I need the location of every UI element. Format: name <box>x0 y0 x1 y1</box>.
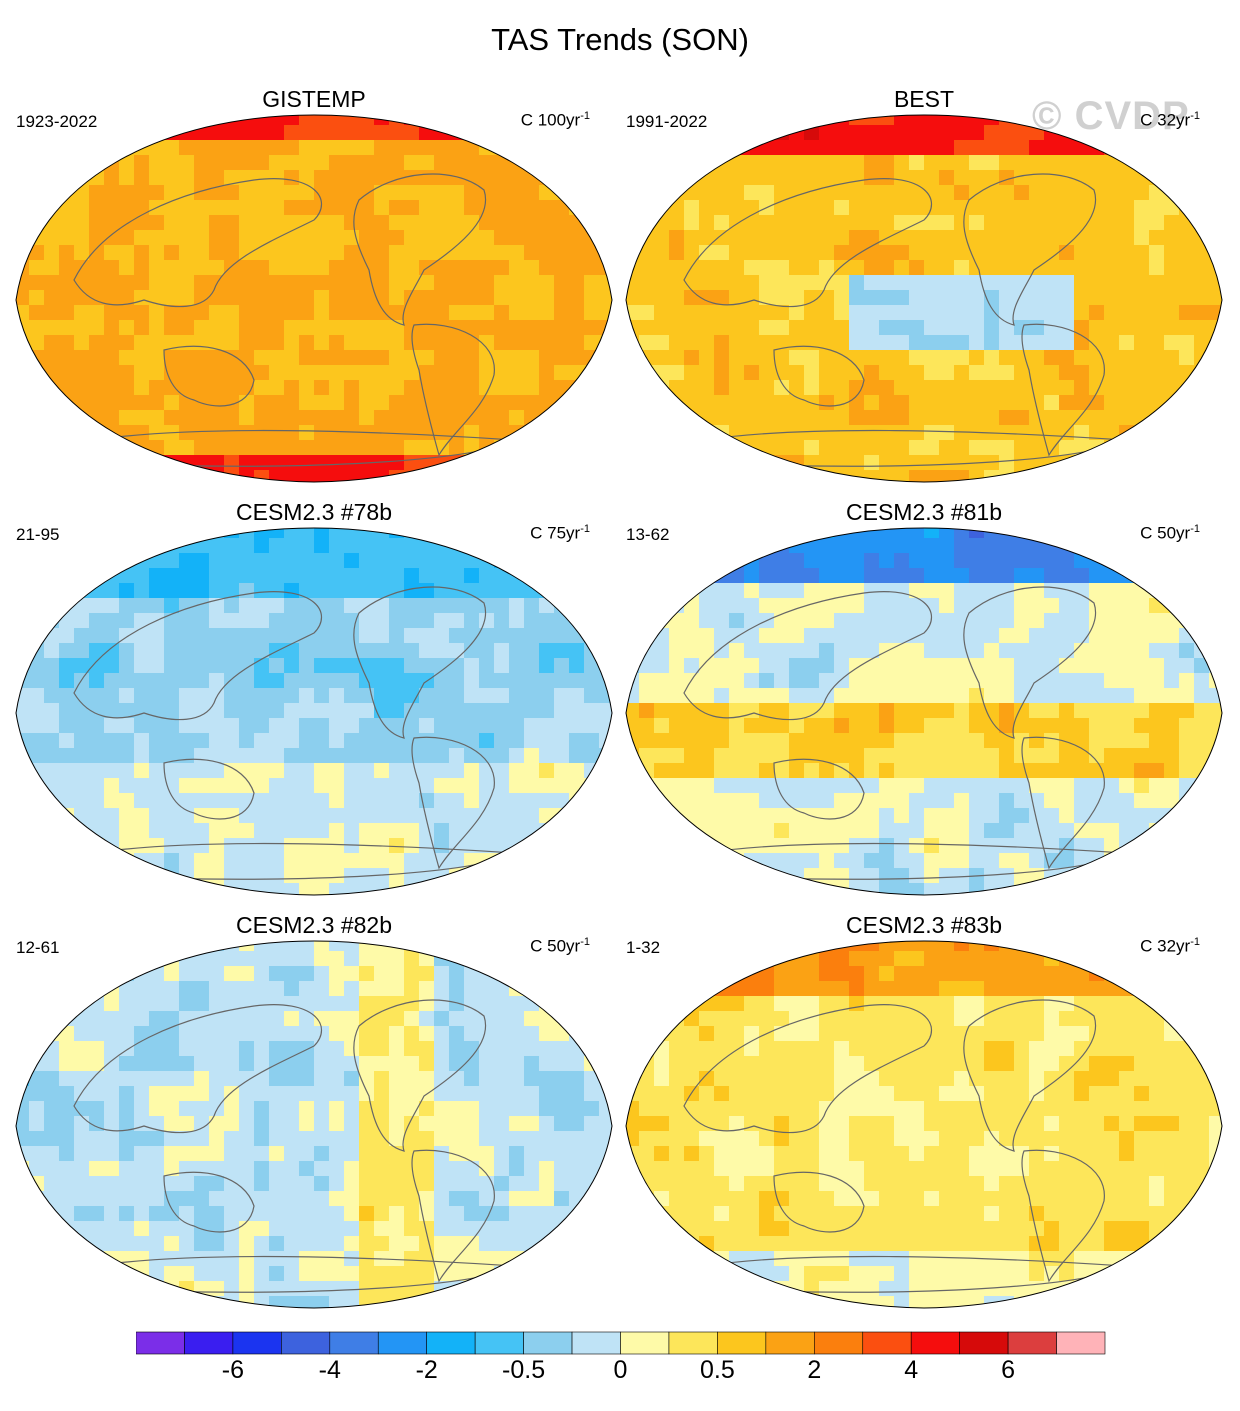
colorbar-box <box>668 1331 718 1355</box>
panel-title: CESM2.3 #82b <box>236 912 392 938</box>
colorbar-tick-label: -2 <box>415 1356 438 1384</box>
coastline <box>963 173 1097 326</box>
coastline <box>73 178 323 308</box>
colorbar-box <box>717 1331 767 1355</box>
colorbar-box <box>910 1331 960 1355</box>
colorbar-box <box>232 1331 282 1355</box>
panel-period: 13-62 <box>626 525 670 544</box>
colorbar-box <box>862 1331 912 1355</box>
colorbar-box <box>1007 1331 1057 1355</box>
map-border <box>625 940 1223 1309</box>
colorbar-box <box>571 1331 621 1355</box>
coastline <box>353 999 487 1152</box>
map-border <box>15 940 613 1309</box>
colorbar-tick-label: -6 <box>221 1356 245 1384</box>
coastline <box>683 1004 933 1134</box>
map-border <box>625 527 1223 896</box>
globe-map <box>15 114 613 483</box>
coastline <box>73 591 323 721</box>
map-panel: GISTEMP 1923-2022 C 100yr-1 <box>14 86 614 500</box>
coastline <box>1021 736 1105 870</box>
figure-title: TAS Trends (SON) <box>491 22 749 57</box>
coastline <box>353 586 487 739</box>
colorbar-box <box>813 1331 864 1355</box>
colorbar-box <box>136 1331 185 1355</box>
coastline <box>73 1004 323 1134</box>
colorbar-box <box>523 1331 573 1355</box>
coastline <box>963 586 1097 739</box>
coastline <box>411 736 495 870</box>
colorbar-box <box>377 1331 428 1355</box>
map-border <box>15 527 613 896</box>
colorbar-box <box>620 1331 670 1355</box>
coastline <box>963 999 1097 1152</box>
globe-map <box>625 114 1223 483</box>
coastline <box>773 1171 865 1233</box>
coastline <box>683 591 933 721</box>
panel-units: C 50yr-1 <box>1140 523 1200 543</box>
panel-units: C 32yr-1 <box>1140 110 1200 130</box>
coastline <box>411 323 495 457</box>
panel-period: 1-32 <box>626 938 661 957</box>
panel-units: C 32yr-1 <box>1140 936 1200 956</box>
panel-units: C 100yr-1 <box>520 110 590 130</box>
globe-map <box>15 940 613 1309</box>
coastline <box>1021 1149 1105 1283</box>
colorbar-box <box>765 1331 815 1355</box>
map-panel: CESM2.3 #83b 1-32 C 32yr-1 <box>624 912 1224 1326</box>
panel-period: 21-95 <box>16 525 60 544</box>
coastline <box>773 345 865 407</box>
panel-title: CESM2.3 #81b <box>846 499 1002 525</box>
colorbar-tick-label: 0 <box>613 1356 628 1384</box>
map-border <box>15 114 613 483</box>
map-panel: CESM2.3 #82b 12-61 C 50yr-1 <box>14 912 614 1326</box>
panel-units: C 75yr-1 <box>530 523 590 543</box>
panel-title: BEST <box>893 86 955 112</box>
colorbar-tick-label: 0.5 <box>700 1356 735 1384</box>
colorbar <box>136 1331 1106 1355</box>
colorbar-box <box>426 1331 476 1355</box>
map-panel: CESM2.3 #81b 13-62 C 50yr-1 <box>624 499 1224 913</box>
colorbar-box <box>281 1331 331 1355</box>
panel-period: 12-61 <box>16 938 60 957</box>
colorbar-tick-label: 2 <box>807 1356 822 1384</box>
map-panel: BEST 1991-2022 C 32yr-1 <box>624 86 1224 500</box>
panel-period: 1991-2022 <box>626 112 708 131</box>
coastline <box>411 1149 495 1283</box>
watermark: © CVDP <box>1032 94 1190 138</box>
colorbar-tick-label: 6 <box>1001 1356 1016 1384</box>
globe-map <box>15 527 613 896</box>
coastline <box>163 1171 255 1233</box>
map-panel: CESM2.3 #78b 21-95 C 75yr-1 <box>14 499 614 913</box>
colorbar-box <box>1056 1331 1106 1355</box>
coastline <box>353 173 487 326</box>
colorbar-tick-label: -0.5 <box>502 1356 546 1384</box>
colorbar-tick-label: -4 <box>318 1356 341 1384</box>
colorbar-box <box>959 1331 1009 1355</box>
globe-map <box>625 527 1223 896</box>
panel-title: GISTEMP <box>262 86 366 112</box>
map-border <box>625 114 1223 483</box>
coastline <box>773 758 865 820</box>
coastline <box>163 758 255 820</box>
colorbar-box <box>184 1331 234 1355</box>
colorbar-box <box>329 1331 379 1355</box>
panel-units: C 50yr-1 <box>530 936 590 956</box>
panel-title: CESM2.3 #83b <box>846 912 1002 938</box>
colorbar-box <box>474 1331 524 1355</box>
coastline <box>683 178 933 308</box>
panel-period: 1923-2022 <box>16 112 98 131</box>
coastline <box>163 345 255 407</box>
colorbar-tick-label: 4 <box>904 1356 919 1384</box>
globe-map <box>625 940 1223 1309</box>
coastline <box>1021 323 1105 457</box>
panel-title: CESM2.3 #78b <box>236 499 392 525</box>
